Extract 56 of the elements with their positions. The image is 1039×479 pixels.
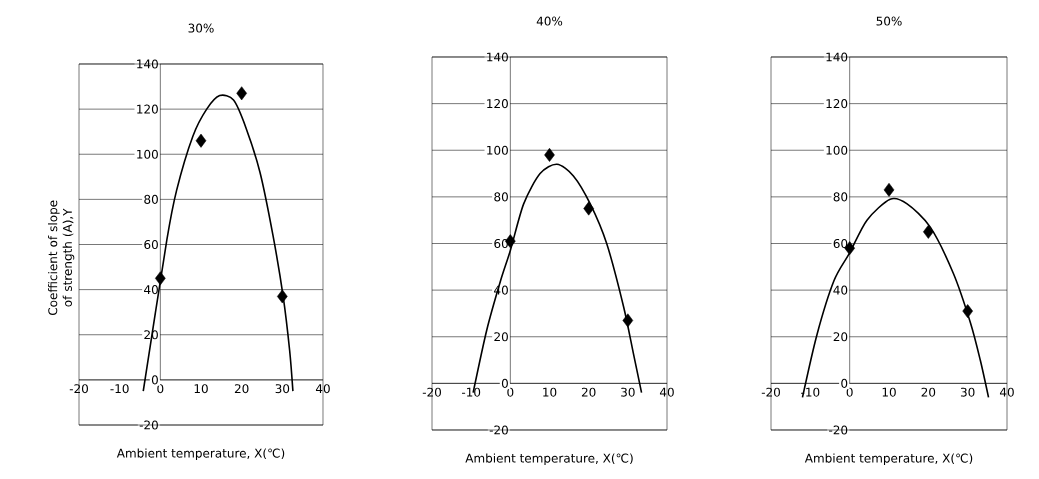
x-axis-title: Ambient temperature, X(℃) bbox=[804, 453, 973, 465]
y-tick-label: 80 bbox=[144, 194, 158, 204]
y-tick-label: 60 bbox=[833, 238, 848, 249]
chart-title: 50% bbox=[876, 16, 902, 26]
y-tick-label: 60 bbox=[144, 239, 158, 250]
x-tick-label: 10 bbox=[194, 384, 208, 394]
y-tick-label: 100 bbox=[137, 149, 158, 159]
point bbox=[962, 304, 973, 319]
y-tick-label: 120 bbox=[487, 99, 508, 109]
x-tick-label: -10 bbox=[461, 387, 481, 397]
x-tick-label: -20 bbox=[761, 387, 781, 397]
point bbox=[236, 86, 247, 101]
y-tick-label: 20 bbox=[494, 332, 508, 342]
x-tick-label: 40 bbox=[999, 387, 1014, 397]
y-tick-label: 140 bbox=[826, 52, 848, 62]
y-tick-label: 80 bbox=[494, 192, 508, 202]
x-axis-title: Ambient temperature, X(℃) bbox=[116, 448, 285, 460]
point bbox=[195, 133, 207, 148]
point bbox=[583, 201, 594, 216]
x-tick-label: 30 bbox=[275, 384, 290, 394]
point bbox=[544, 147, 555, 162]
x-axis-title: Ambient temperature, X(℃) bbox=[465, 453, 633, 465]
chart-title: 40% bbox=[536, 16, 563, 26]
x-tick-label: 30 bbox=[621, 387, 635, 397]
x-tick-label: 20 bbox=[581, 387, 596, 397]
x-tick-label: -10 bbox=[110, 384, 129, 394]
point bbox=[155, 271, 166, 286]
y-tick-label: 40 bbox=[144, 285, 158, 295]
x-tick-label: -20 bbox=[422, 387, 442, 397]
x-tick-label: -20 bbox=[69, 384, 89, 394]
point bbox=[277, 289, 288, 304]
y-tick-label: 120 bbox=[826, 99, 848, 109]
x-tick-label: 30 bbox=[960, 387, 975, 397]
y-tick-label: 120 bbox=[137, 104, 158, 114]
y-tick-label: 140 bbox=[487, 52, 508, 62]
y-tick-label: 100 bbox=[826, 145, 848, 155]
x-tick-label: 40 bbox=[659, 387, 674, 397]
chart-title: 30% bbox=[188, 23, 214, 33]
y-tick-label: 140 bbox=[137, 59, 158, 69]
y-tick-label: -20 bbox=[829, 425, 848, 435]
y-tick-label: 100 bbox=[487, 145, 508, 155]
y-tick-label: 20 bbox=[833, 332, 848, 342]
x-tick-label: 20 bbox=[921, 387, 936, 397]
x-tick-label: 20 bbox=[234, 384, 249, 394]
y-tick-label: -20 bbox=[489, 425, 508, 435]
x-tick-label: 40 bbox=[315, 384, 330, 394]
y-tick-label: 80 bbox=[833, 192, 848, 202]
x-tick-label: 10 bbox=[882, 387, 896, 397]
y-tick-label: 40 bbox=[833, 285, 848, 295]
x-tick-label: 10 bbox=[543, 387, 557, 397]
point bbox=[883, 182, 895, 197]
y-tick-label: 0 bbox=[151, 375, 158, 385]
y-axis-title: Coefficient of slope of strength (A),Y bbox=[48, 200, 75, 316]
y-tick-label: -20 bbox=[139, 420, 158, 430]
point bbox=[622, 313, 634, 328]
point bbox=[923, 224, 934, 239]
